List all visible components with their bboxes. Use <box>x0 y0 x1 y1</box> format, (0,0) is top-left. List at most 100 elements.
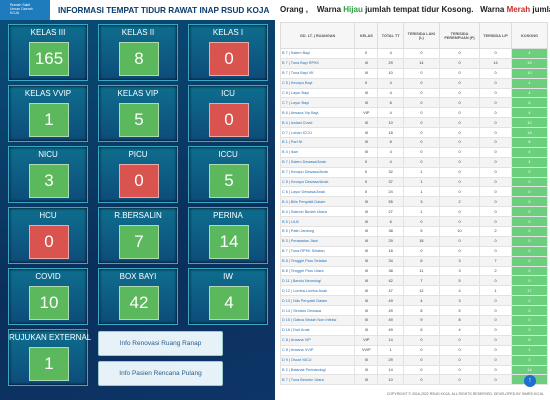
marquee-text: Orang , Warna <box>280 5 344 14</box>
table-cell: II <box>354 166 379 178</box>
room-link[interactable]: B 7 | Tuna Bayi VK <box>279 67 356 79</box>
table-cell: 0 <box>479 295 512 307</box>
tile-label: KELAS I <box>212 28 244 37</box>
table-cell: 2 <box>479 226 512 237</box>
table-cell: III <box>354 265 379 277</box>
table-cell: 0 <box>479 137 512 148</box>
table-cell: 0 <box>438 77 481 89</box>
table-cell: 29 <box>377 57 404 69</box>
room-link[interactable]: B 7 | Salem Bayi <box>279 48 356 59</box>
room-link[interactable]: D 12 | Lumba-Lumba Anak <box>279 285 356 297</box>
room-link[interactable]: C 7 | Layur Bayi <box>279 97 356 109</box>
tile-count: 5 <box>209 164 249 198</box>
table-cell: 4 <box>510 156 549 168</box>
room-link[interactable]: D 15 | Gabus Bedah Non Infeksi <box>279 315 356 326</box>
table-row: C 8 | Arwana VIP VIP 14 0 0 0 6 <box>279 334 549 346</box>
table-cell: III <box>354 364 379 376</box>
left-panel: Rumah Sakit Umum Daerah KOJA INFORMASI T… <box>0 0 275 400</box>
table-cell: 0 <box>438 87 481 99</box>
table-row: C 5 | Kecapu Bayi II 4 0 0 0 4 <box>279 77 549 89</box>
table-cell: 0 <box>479 176 512 188</box>
room-link[interactable]: B 5 | Patin Jantung <box>279 226 356 237</box>
table-cell: 0 <box>438 146 481 158</box>
table-row: B 7 | Tuna Bayi VK III 10 0 0 0 10 <box>279 67 549 79</box>
room-link[interactable]: C 8 | Arwana VVIP <box>279 344 356 356</box>
table-cell: 0 <box>479 354 512 366</box>
room-link[interactable]: D 11 | Bandu Neurologi <box>279 275 356 287</box>
table-row: B 8 | Tenggiri Paru Utara III 38 11 3 2 0 <box>279 265 549 277</box>
room-link[interactable]: D 13 | Nila Penyakit Dalam <box>279 295 356 307</box>
table-row: B 8 | Tenggiri Paru Selatan III 34 6 3 7 0 <box>279 255 549 267</box>
table-cell: III <box>354 324 379 336</box>
room-link[interactable]: C 5 | Kecapu Bayi <box>279 77 356 89</box>
room-link[interactable]: B 7 | Tuna Benuhn Utara <box>279 374 356 386</box>
table-cell: 0 <box>479 186 512 198</box>
tile: KELAS I 0 <box>188 24 268 81</box>
table-cell: 0 <box>438 48 481 59</box>
room-link[interactable]: D 16 | Dori Anak <box>279 324 356 336</box>
room-link[interactable]: B 4 | Salmon Bedah Ukara <box>279 206 356 218</box>
table-cell: 5 <box>402 226 440 237</box>
room-link[interactable]: D 9 | Oscar NICU <box>279 354 356 366</box>
table-cell: 4 <box>510 87 549 99</box>
room-link[interactable]: B 2 | Balanak Perinatologi <box>279 364 356 376</box>
table-cell: 6 <box>377 216 404 228</box>
table-cell: 0 <box>402 87 440 99</box>
column-header: TERISIDA PEREMPUAN (P) <box>438 22 481 49</box>
table-cell: 0 <box>510 265 549 277</box>
room-link[interactable]: B 4 | Bilis Penyakit Dalam <box>279 196 356 208</box>
table-cell: 17 <box>510 285 549 297</box>
table-cell: 3 <box>402 196 440 208</box>
room-link[interactable]: B 7 | Salem Dewasa/Anak <box>279 156 356 168</box>
table-cell: 0 <box>402 137 440 148</box>
table-cell: 3 <box>510 354 549 366</box>
room-link[interactable]: C 8 | Arwana VIP <box>279 334 356 346</box>
table-cell: 1 <box>377 344 404 356</box>
table-row: B 7 | Tuna Benuhn UtaraIII1000010 <box>279 374 549 386</box>
table-cell: 0 <box>510 206 549 218</box>
room-link[interactable]: B 7 | Tuna RPKK Selatan <box>279 245 356 257</box>
room-link[interactable]: D 14 | Sindaro Dewasa <box>279 305 356 317</box>
logo: Rumah Sakit Umum Daerah KOJA <box>0 0 50 20</box>
table-cell: 10 <box>510 67 549 79</box>
scroll-top-button[interactable]: ↑ <box>524 375 536 387</box>
table-cell: 0 <box>438 245 481 257</box>
room-link[interactable]: B 7 | Kecapu Dewasa/Anak <box>279 166 356 178</box>
info-button[interactable]: Info Pasien Rencana Pulang <box>98 361 223 386</box>
table-cell: 0 <box>438 216 481 228</box>
column-header: TERISIDA L/P <box>479 22 512 49</box>
room-link[interactable]: B 8 | Tenggiri Paru Selatan <box>279 255 356 267</box>
room-link[interactable]: C 6 | Layur Dewasa/Anak <box>279 186 356 198</box>
table-cell: 14 <box>377 364 404 376</box>
table-cell: 49 <box>377 295 404 307</box>
table-cell: III <box>354 255 379 267</box>
room-link[interactable]: B 7 | Tuna Bayi RPKK <box>279 57 356 69</box>
room-link[interactable]: B 8 | Tenggiri Paru Utara <box>279 265 356 277</box>
room-link[interactable]: B 3 | Perawatan Jiwa <box>279 235 356 247</box>
marquee: Orang , Warna Hijau jumlah tempat tidur … <box>280 5 550 14</box>
room-link[interactable]: B 5 | LILB <box>279 216 356 228</box>
room-link[interactable]: B 6 | Arwana Vip Bayi <box>279 107 356 119</box>
table-cell: 1 <box>510 344 549 356</box>
table-row: D 14 | Sindaro Dewasa III 49 8 5 0 0 <box>279 305 549 317</box>
room-link[interactable]: C 5 | Kecapu Dewasa/Anak <box>279 176 356 188</box>
tile: KELAS III 165 <box>8 24 88 81</box>
table-cell: 0 <box>438 235 481 247</box>
room-link[interactable]: B 4 | Isolasi Covid <box>279 117 356 129</box>
room-link[interactable]: B 4 | Ikan <box>279 146 356 158</box>
room-link[interactable]: D 7 | Lohan ICCU <box>279 127 356 139</box>
room-link[interactable]: B 1 | Pari NI <box>279 137 356 148</box>
room-link[interactable]: C 6 | Layur Bayi <box>279 87 356 99</box>
tile-label: KELAS II <box>121 28 155 37</box>
bed-table: GD. LT. | RUANGAN KELAS TOTAL TT TERISIDA L… <box>279 22 549 386</box>
table-cell: III <box>354 137 379 148</box>
info-button[interactable]: Info Renovasi Ruang Ranap <box>98 331 223 356</box>
table-cell: 0 <box>438 206 481 218</box>
table-cell: 0 <box>479 146 512 158</box>
table-cell: 0 <box>479 67 512 79</box>
table-cell: 1 <box>402 166 440 178</box>
table-cell: III <box>354 206 379 218</box>
table-cell: 0 <box>402 344 440 356</box>
table-row: B 5 | LILB III 6 0 0 0 0 <box>279 216 549 228</box>
table-row: D 7 | Lohan ICCU III 18 0 0 0 18 <box>279 127 549 139</box>
